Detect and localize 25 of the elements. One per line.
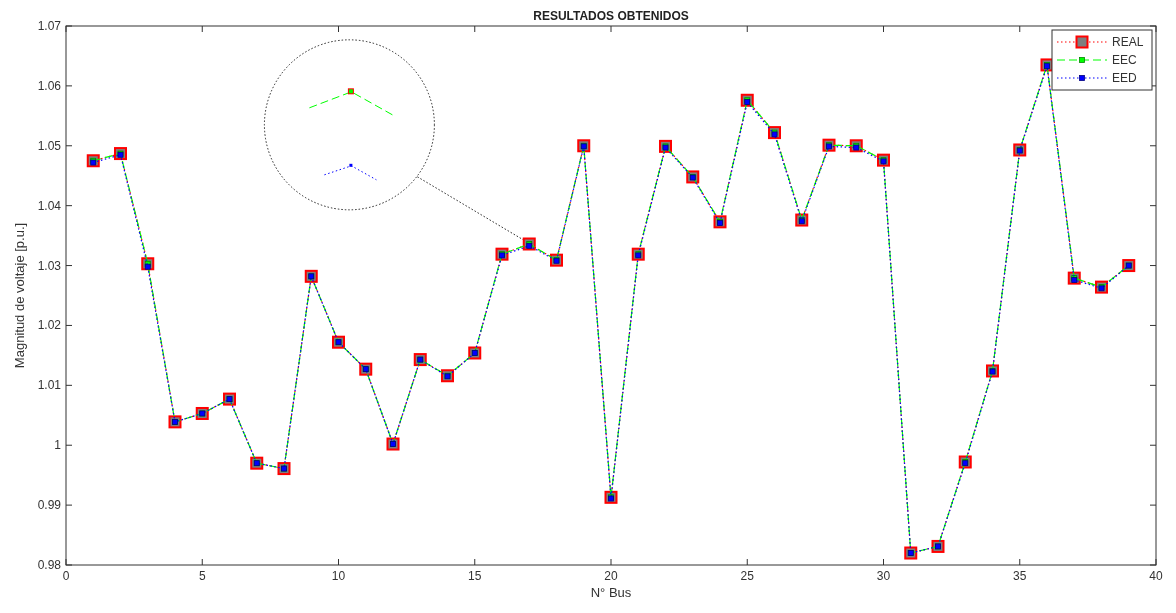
y-tick-label: 1.02 [37,318,62,333]
y-axis-title: Magnitud de voltaje [p.u.] [12,222,27,369]
x-tick-label: 25 [740,569,755,583]
x-tick-label: 30 [876,569,891,583]
y-tick-label: 1.07 [37,19,62,33]
y-tick-label: 1.05 [37,138,62,153]
y-tick-label: 1.06 [37,78,62,93]
y-tick-label: 1.01 [37,378,62,393]
x-tick-label: 35 [1013,569,1027,583]
y-tick-label: 0.98 [37,558,62,572]
x-tick-label: 0 [62,569,70,583]
x-tick-label: 10 [331,569,346,583]
y-tick-label: 1 [54,438,62,453]
chart-title: RESULTADOS OBTENIDOS [533,9,689,23]
y-tick-label: 0.99 [37,498,62,513]
x-tick-label: 40 [1149,569,1163,583]
y-tick-label: 1.04 [37,198,62,213]
legend-label: EEC [1112,53,1138,67]
x-tick-label: 20 [604,569,618,583]
legend-label: REAL [1112,35,1144,49]
x-axis-title: N° Bus [590,585,632,600]
x-tick-label: 5 [198,569,206,583]
x-tick-label: 15 [468,569,482,583]
y-tick-label: 1.03 [37,258,62,273]
legend-label: EED [1112,71,1138,85]
